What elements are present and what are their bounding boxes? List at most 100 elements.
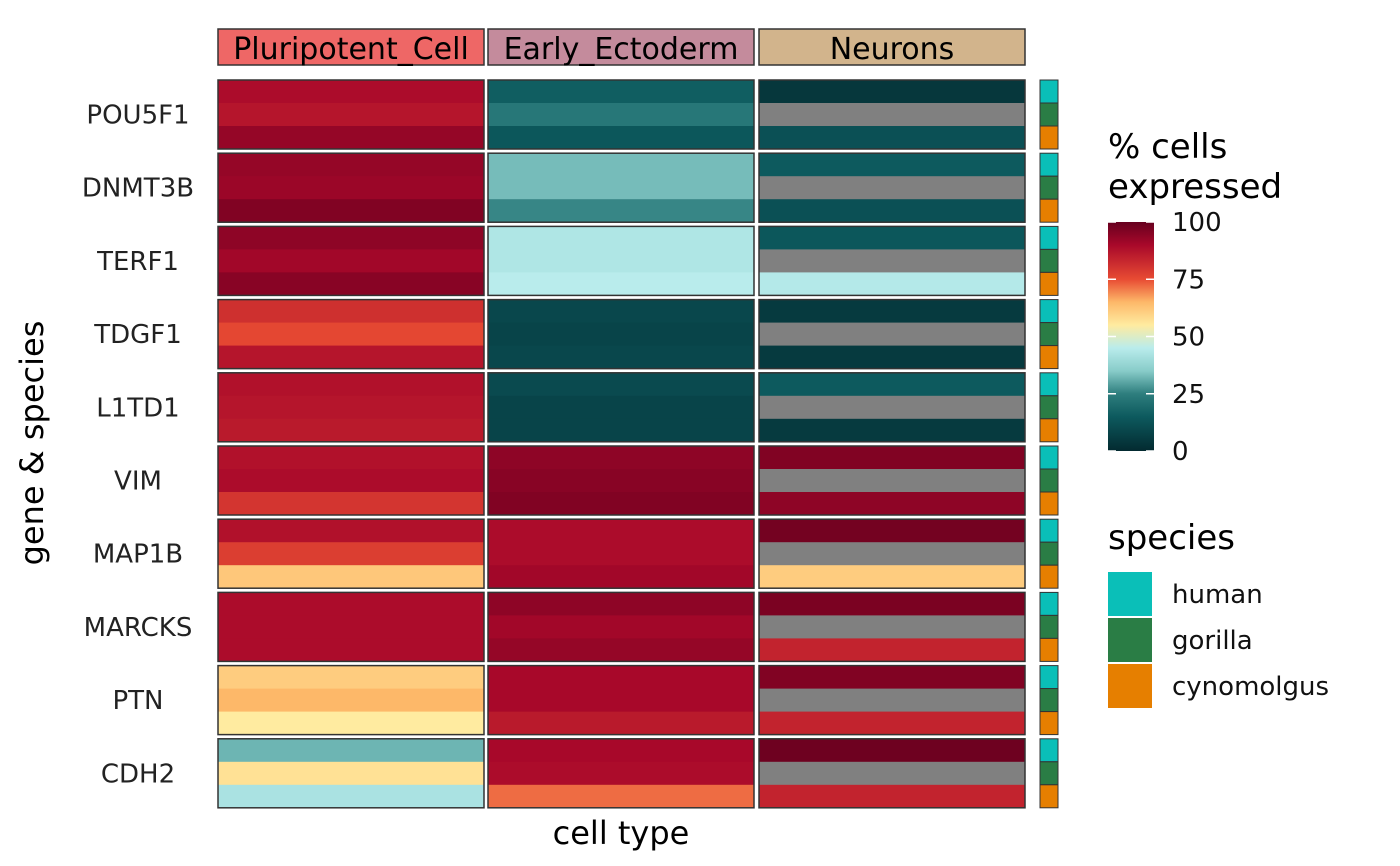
species-strip-cell (1039, 445, 1059, 470)
facet-strip-bg (217, 28, 485, 66)
colorbar-tick-label: 75 (1172, 265, 1205, 295)
heatmap-cell (218, 395, 484, 420)
colorbar-legend: % cells expressed 100 75 50 25 0 (1108, 127, 1282, 467)
species-legend-label: cynomolgus (1172, 672, 1329, 702)
colorbar-tick-label: 50 (1172, 323, 1205, 353)
species-strip-cell (1039, 299, 1059, 324)
heatmap-cell (759, 638, 1025, 662)
heatmap-block-border (487, 664, 755, 736)
heatmap-block-border (217, 298, 485, 370)
heatmap-block-border (487, 298, 755, 370)
heatmap-cell (488, 153, 754, 177)
heatmap-cell (488, 418, 754, 443)
heatmap-cell (488, 492, 754, 516)
species-legend-title: species (1108, 518, 1235, 558)
facet-strip-bg (758, 28, 1026, 66)
heatmap-cell (488, 249, 754, 273)
heatmap-block-border (217, 445, 485, 516)
heatmap-cell (759, 153, 1025, 177)
heatmap-cell (759, 469, 1025, 493)
colorbar-title-line-1: % cells (1108, 127, 1227, 167)
heatmap-block-border (758, 298, 1026, 370)
heatmap-cell (218, 542, 484, 566)
heatmap-block-border (758, 225, 1026, 297)
gene-axis-labels: POU5F1 DNMT3B TERF1 TDGF1 L1TD1 VIM MAP1B MARCK… (82, 101, 194, 790)
heatmap-cell (218, 492, 484, 516)
heatmap-cell (218, 199, 484, 223)
heatmap-cell (218, 322, 484, 347)
species-strip-cell (1039, 614, 1059, 639)
heatmap-cell (218, 738, 484, 763)
heatmap-cell (488, 615, 754, 639)
heatmap-block-border (758, 372, 1026, 443)
species-strip-cell (1039, 518, 1059, 543)
heatmap-cell (218, 272, 484, 296)
species-strip-cell (1039, 175, 1059, 200)
heatmap-cell (759, 565, 1025, 589)
heatmap-cell (218, 519, 484, 543)
heatmap-block-border (758, 152, 1026, 223)
species-strip-cell (1039, 152, 1059, 177)
heatmap-cell (488, 126, 754, 150)
species-strip-cell (1039, 79, 1059, 104)
heatmap-block-border (758, 664, 1026, 736)
heatmap-panels (217, 79, 1026, 809)
species-strip-cell (1039, 225, 1059, 250)
heatmap-cell (488, 80, 754, 104)
heatmap-block-border (487, 152, 755, 223)
heatmap-cell (218, 711, 484, 736)
species-strip-cell (1039, 271, 1059, 296)
heatmap-cell (488, 272, 754, 296)
heatmap-cell (488, 665, 754, 690)
heatmap-cell (759, 615, 1025, 639)
heatmap-cell (488, 738, 754, 763)
heatmap-cell (488, 784, 754, 809)
heatmap-cell (759, 372, 1025, 397)
gene-label: MARCKS (84, 613, 193, 643)
heatmap-cell (488, 688, 754, 713)
heatmap-cell (759, 492, 1025, 516)
species-strip-cell (1039, 761, 1059, 786)
facet-strip-bg (487, 28, 755, 66)
heatmap-cell (759, 784, 1025, 809)
heatmap-block-border (217, 518, 485, 589)
heatmap-cell (759, 299, 1025, 324)
facet-label: Pluripotent_Cell (233, 32, 469, 67)
species-strip-cell (1039, 102, 1059, 127)
heatmap-cell (759, 199, 1025, 223)
heatmap-block-border (758, 738, 1026, 809)
species-annotation-strip (1039, 79, 1059, 809)
species-legend-swatch (1108, 572, 1152, 616)
heatmap-block-border (487, 445, 755, 516)
species-legend-swatch (1108, 664, 1152, 708)
species-legend: species human gorilla cynomolgus (1108, 518, 1329, 708)
heatmap-cell (488, 469, 754, 493)
heatmap-cell (218, 761, 484, 786)
species-strip-cell (1039, 125, 1059, 150)
species-strip-cell (1039, 784, 1059, 809)
heatmap-cell (218, 446, 484, 470)
heatmap-cell (218, 103, 484, 127)
heatmap-cell (218, 153, 484, 177)
heatmap-cell (218, 688, 484, 713)
colorbar-tick-label: 100 (1172, 208, 1222, 238)
heatmap-cell (488, 519, 754, 543)
gene-label: L1TD1 (96, 393, 179, 423)
species-legend-swatch (1108, 618, 1152, 662)
gene-label: TDGF1 (93, 320, 182, 350)
heatmap-block-border (758, 518, 1026, 589)
heatmap-block-border (217, 738, 485, 809)
heatmap-block-border (217, 664, 485, 736)
gene-label: DNMT3B (82, 174, 194, 204)
heatmap-cell (759, 345, 1025, 370)
species-strip-cell (1039, 468, 1059, 493)
heatmap-cell (488, 542, 754, 566)
species-legend-keys: human gorilla cynomolgus (1108, 572, 1329, 708)
heatmap-cell (488, 299, 754, 324)
heatmap-cell (759, 738, 1025, 763)
species-strip-cell (1039, 665, 1059, 690)
heatmap-block-border (217, 372, 485, 443)
heatmap-cell (759, 761, 1025, 786)
species-strip-cell (1039, 198, 1059, 223)
